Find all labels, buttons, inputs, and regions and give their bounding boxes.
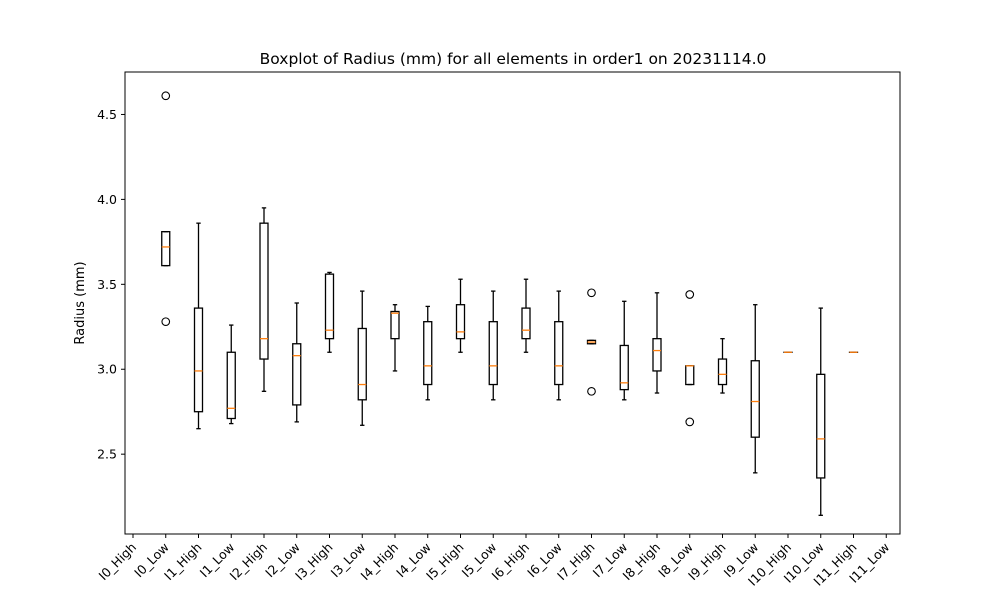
box-body bbox=[816, 373, 826, 479]
y-tick-label: 2.5 bbox=[97, 447, 117, 462]
outlier-point bbox=[685, 417, 695, 427]
box-body bbox=[390, 310, 400, 340]
box-body bbox=[357, 327, 367, 401]
outlier-point bbox=[587, 386, 596, 396]
plot-area: 2.53.03.54.04.5I0_HighI0_LowI1_HighI1_Lo… bbox=[96, 91, 892, 589]
box-body bbox=[685, 365, 695, 386]
box-body bbox=[259, 222, 269, 360]
box-body bbox=[554, 321, 564, 386]
box-body bbox=[226, 351, 236, 420]
box-body bbox=[292, 343, 302, 406]
box-body bbox=[717, 358, 728, 386]
box-body bbox=[750, 360, 760, 438]
box-body bbox=[455, 304, 466, 340]
box-body bbox=[161, 231, 171, 267]
x-tick-label: I0_High bbox=[96, 540, 140, 584]
y-tick-label: 4.5 bbox=[97, 107, 117, 122]
outlier-point bbox=[587, 288, 596, 298]
outlier-point bbox=[161, 91, 171, 101]
box-body bbox=[488, 321, 498, 386]
box-body bbox=[324, 273, 335, 340]
box-body bbox=[619, 344, 629, 391]
chart-title: Boxplot of Radius (mm) for all elements … bbox=[260, 50, 767, 68]
y-tick-label: 4.0 bbox=[97, 192, 117, 207]
box-body bbox=[423, 321, 433, 386]
y-axis-label: Radius (mm) bbox=[73, 261, 88, 344]
box-body bbox=[652, 338, 662, 372]
box-body bbox=[193, 307, 204, 413]
outlier-point bbox=[685, 290, 695, 299]
outlier-point bbox=[161, 317, 171, 327]
y-tick-label: 3.0 bbox=[97, 362, 117, 377]
box-body bbox=[521, 307, 531, 340]
y-tick-label: 3.5 bbox=[97, 277, 117, 292]
plot-frame bbox=[124, 71, 901, 535]
